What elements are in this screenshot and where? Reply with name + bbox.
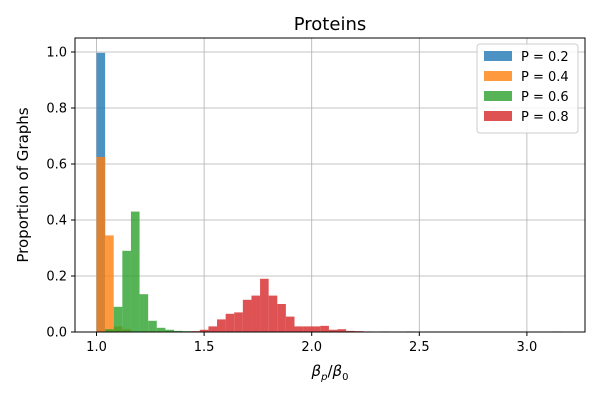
histogram-bar-series-3 (277, 304, 286, 332)
histogram-bar-series-3 (346, 330, 355, 332)
legend-swatch (484, 111, 512, 121)
histogram-bar-series-3 (225, 313, 235, 332)
histogram-bar-series-3 (234, 312, 243, 332)
x-tick-label: 2.5 (409, 340, 430, 355)
legend-label: P = 0.2 (521, 50, 569, 65)
y-tick-label: 0.6 (46, 158, 67, 173)
y-tick-label: 0.4 (46, 214, 67, 229)
histogram-bar-series-3 (260, 278, 269, 332)
plot-frame (74, 37, 586, 333)
legend-label: P = 0.4 (521, 70, 569, 85)
x-tick-label: 1.0 (86, 340, 107, 355)
histogram-bar-series-2 (130, 211, 140, 332)
histogram-bar-series-3 (311, 326, 321, 332)
y-tick-label: 0.8 (46, 102, 67, 117)
histogram-bar-series-1 (105, 235, 114, 332)
histogram-bar-series-3 (251, 295, 261, 332)
histogram-bar-series-2 (105, 329, 114, 332)
x-label-slash: / (327, 362, 333, 380)
histogram-bar-series-3 (320, 325, 329, 332)
x-tick-label: 3.0 (517, 340, 538, 355)
y-axis-label: Proportion of Graphs (14, 107, 32, 262)
y-tick-label: 0.0 (46, 326, 67, 341)
histogram-bar-series-3 (217, 319, 226, 332)
x-label-sub-den: 0 (342, 372, 348, 383)
histogram-bar-series-2 (113, 306, 123, 332)
legend-swatch (484, 91, 512, 101)
histogram-bar-series-3 (285, 316, 295, 332)
axis-ticks: 1.0 1.5 2.0 2.5 3.0 0.0 0.2 0.4 0.6 0.8 1.0 (46, 46, 537, 356)
histogram-bar-series-3 (337, 329, 347, 332)
chart-title: Proteins (294, 14, 366, 35)
histogram-bar-series-1 (96, 157, 106, 332)
x-label-beta-num: β (311, 362, 322, 380)
y-tick-label: 1.0 (46, 46, 67, 61)
legend-label: P = 0.8 (521, 110, 569, 125)
histogram-bar-series-2 (148, 320, 157, 332)
x-axis-label: βp/β0 (311, 362, 349, 383)
histogram-bar-series-2 (173, 330, 183, 332)
x-label-beta-den: β (332, 362, 343, 380)
x-tick-label: 2.0 (301, 340, 322, 355)
legend-swatch (484, 71, 512, 81)
legend: P = 0.2 P = 0.4 P = 0.6 P = 0.8 (476, 43, 579, 134)
histogram-bar-series-3 (199, 329, 209, 332)
histogram-bar-series-2 (165, 329, 174, 332)
histogram-bar-series-2 (139, 294, 149, 332)
histogram-bar-series-2 (156, 327, 166, 332)
bars (96, 52, 562, 333)
x-label-sub-num: p (320, 372, 327, 383)
histogram-bar-series-3 (294, 326, 304, 332)
histogram-bar-series-3 (208, 326, 218, 332)
legend-box (476, 43, 579, 134)
histogram-bar-series-3 (242, 299, 252, 332)
histogram-bar-series-3 (328, 329, 338, 332)
y-tick-label: 0.2 (46, 270, 67, 285)
histogram-bar-series-3 (268, 295, 278, 332)
legend-swatch (484, 51, 512, 61)
x-tick-label: 1.5 (194, 340, 215, 355)
histogram-bar-series-2 (122, 250, 131, 332)
histogram-bar-series-3 (303, 326, 312, 332)
legend-label: P = 0.6 (521, 90, 569, 105)
